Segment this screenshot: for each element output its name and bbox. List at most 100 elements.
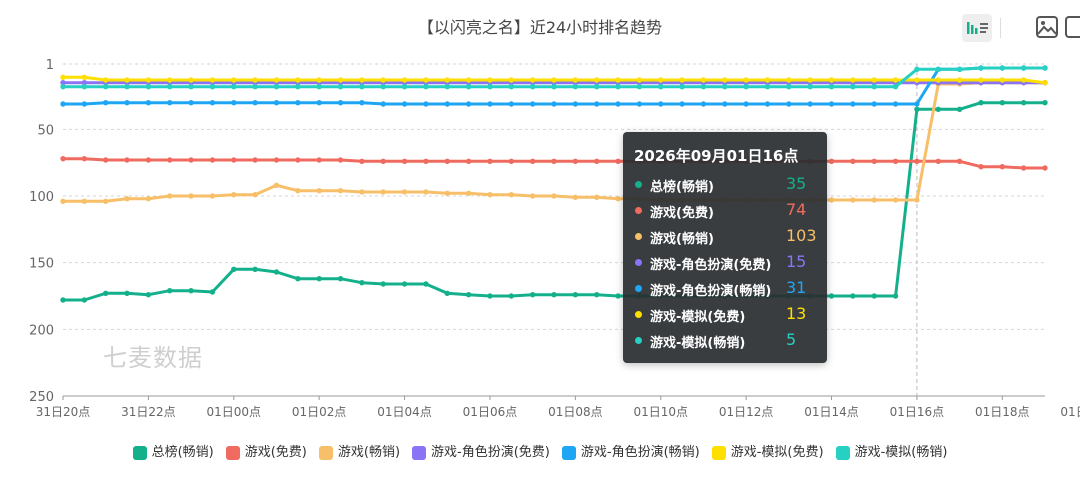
series-point-5	[465, 77, 472, 83]
series-point-6	[935, 66, 941, 73]
tooltip-row: 游戏-角色扮演(免费) 15	[635, 252, 820, 273]
tooltip-dot-icon	[635, 181, 642, 188]
series-point-4	[914, 101, 920, 107]
series-point-5	[551, 77, 557, 83]
save-image-icon[interactable]	[1032, 14, 1062, 42]
chart-switch-icon[interactable]	[962, 14, 992, 42]
series-point-1	[978, 163, 984, 170]
series-point-4	[60, 101, 66, 107]
series-point-0	[850, 293, 856, 299]
series-point-6	[914, 66, 920, 73]
series-point-6	[295, 83, 301, 90]
legend-swatch-icon	[225, 445, 240, 460]
x-tick-label: 01日08点	[548, 405, 603, 419]
series-point-4	[572, 101, 579, 107]
series-point-5	[273, 77, 280, 83]
x-tick-label: 01日18点	[975, 405, 1030, 419]
series-point-5	[892, 77, 899, 83]
series-point-5	[658, 77, 664, 83]
legend-label: 游戏-模拟(畅销)	[854, 445, 948, 460]
series-point-2	[850, 197, 856, 203]
series-point-2	[593, 194, 600, 201]
series-point-5	[850, 77, 856, 83]
series-point-1	[60, 155, 66, 162]
series-point-5	[295, 77, 301, 83]
series-point-2	[401, 189, 408, 195]
series-point-5	[209, 77, 216, 83]
legend-swatch-icon	[561, 445, 576, 460]
legend-item[interactable]: 游戏-模拟(畅销)	[835, 441, 948, 460]
series-point-1	[337, 157, 344, 163]
series-point-6	[465, 83, 472, 90]
series-point-2	[914, 197, 920, 203]
series-point-5	[337, 77, 344, 83]
series-point-2	[252, 191, 258, 198]
tooltip-series-value: 103	[786, 226, 817, 245]
series-point-4	[423, 101, 429, 107]
series-point-1	[145, 157, 152, 163]
series-point-6	[145, 83, 152, 90]
legend-item[interactable]: 游戏(免费)	[225, 441, 307, 460]
series-point-2	[828, 197, 835, 203]
x-tick-label: 01日02点	[292, 405, 347, 419]
legend-item[interactable]: 总榜(畅销)	[132, 441, 214, 460]
series-point-5	[529, 77, 536, 83]
series-point-4	[316, 99, 322, 106]
series-point-6	[380, 83, 386, 90]
series-point-4	[700, 101, 707, 107]
legend-item[interactable]: 游戏-角色扮演(畅销)	[561, 441, 700, 460]
tooltip-series-name: 游戏(免费)	[650, 206, 714, 221]
y-tick-label: 50	[37, 123, 54, 138]
series-point-6	[60, 83, 66, 90]
legend-swatch-icon	[835, 445, 850, 460]
tooltip-row: 游戏-模拟(免费) 13	[635, 304, 820, 325]
legend-item[interactable]: 游戏-模拟(免费)	[711, 441, 824, 460]
x-tick-label: 01日16点	[890, 405, 945, 419]
series-point-0	[828, 293, 835, 299]
legend-swatch-icon	[132, 445, 147, 460]
series-point-0	[444, 290, 450, 297]
series-point-5	[188, 77, 194, 83]
series-point-4	[786, 101, 792, 107]
series-point-1	[935, 158, 941, 165]
series-point-6	[444, 83, 450, 90]
legend-item[interactable]: 游戏(畅销)	[318, 441, 400, 460]
series-point-5	[956, 77, 963, 83]
series-point-2	[423, 189, 429, 195]
y-tick-label: 250	[29, 390, 54, 405]
tooltip-row: 游戏(畅销) 103	[635, 226, 820, 247]
series-point-0	[252, 266, 258, 273]
legend-swatch-icon	[318, 445, 333, 460]
legend-label: 游戏-角色扮演(免费)	[431, 445, 550, 460]
series-point-4	[743, 101, 749, 107]
tooltip-dot-icon	[635, 285, 642, 292]
series-point-4	[465, 101, 472, 107]
series-point-6	[551, 83, 557, 90]
series-point-1	[252, 157, 258, 163]
series-point-5	[914, 77, 920, 83]
series-point-6	[273, 83, 280, 90]
series-point-0	[231, 266, 237, 273]
series-point-0	[615, 293, 621, 299]
series-point-0	[1020, 99, 1027, 106]
series-point-0	[529, 291, 536, 298]
zoom-icon[interactable]	[1062, 14, 1080, 42]
series-point-1	[914, 158, 920, 165]
series-point-6	[81, 83, 88, 90]
series-point-2	[380, 189, 386, 195]
series-point-0	[572, 291, 579, 298]
x-tick-label: 01日00点	[207, 405, 262, 419]
legend-item[interactable]: 游戏-角色扮演(免费)	[412, 441, 550, 460]
series-point-5	[700, 77, 707, 83]
series-point-4	[593, 101, 600, 107]
series-point-1	[231, 157, 237, 163]
series-point-4	[658, 101, 664, 107]
series-point-6	[658, 83, 664, 90]
series-point-2	[508, 191, 515, 198]
series-point-2	[465, 190, 472, 197]
series-point-2	[145, 195, 152, 202]
x-tick-label: 01日10点	[633, 405, 688, 419]
toolbar-divider	[1000, 18, 1001, 38]
series-point-0	[102, 290, 109, 297]
